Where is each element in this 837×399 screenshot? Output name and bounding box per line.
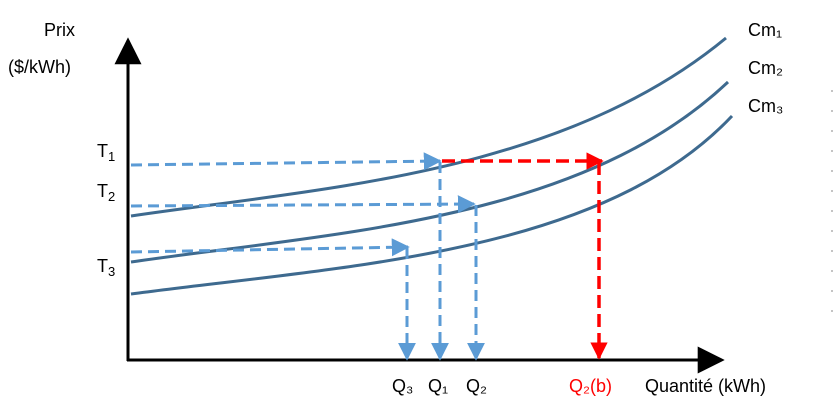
label-t2: T2 — [97, 181, 115, 204]
x-axis-label: Quantité (kWh) — [645, 376, 766, 396]
label-cm1: Cm₁ — [748, 20, 782, 40]
curve-cm3 — [130, 114, 734, 296]
label-q1: Q₁ — [428, 376, 448, 396]
guide-t1 — [130, 152, 442, 171]
y-axis-label-2: ($/kWh) — [8, 57, 71, 77]
curve-cm1 — [130, 36, 727, 218]
y-axis-label-1: Prix — [44, 20, 75, 40]
guide-t3 — [130, 238, 410, 257]
guide-t2 — [130, 195, 476, 214]
label-t1: T1 — [97, 141, 115, 164]
curve-cm2 — [130, 80, 730, 264]
label-q2b: Q₂(b) — [569, 376, 612, 396]
label-t3: T3 — [97, 256, 115, 279]
label-q3: Q₃ — [392, 376, 413, 396]
label-cm2: Cm₂ — [748, 58, 783, 78]
label-cm3: Cm₃ — [748, 96, 783, 116]
label-q2: Q₂ — [466, 376, 487, 396]
